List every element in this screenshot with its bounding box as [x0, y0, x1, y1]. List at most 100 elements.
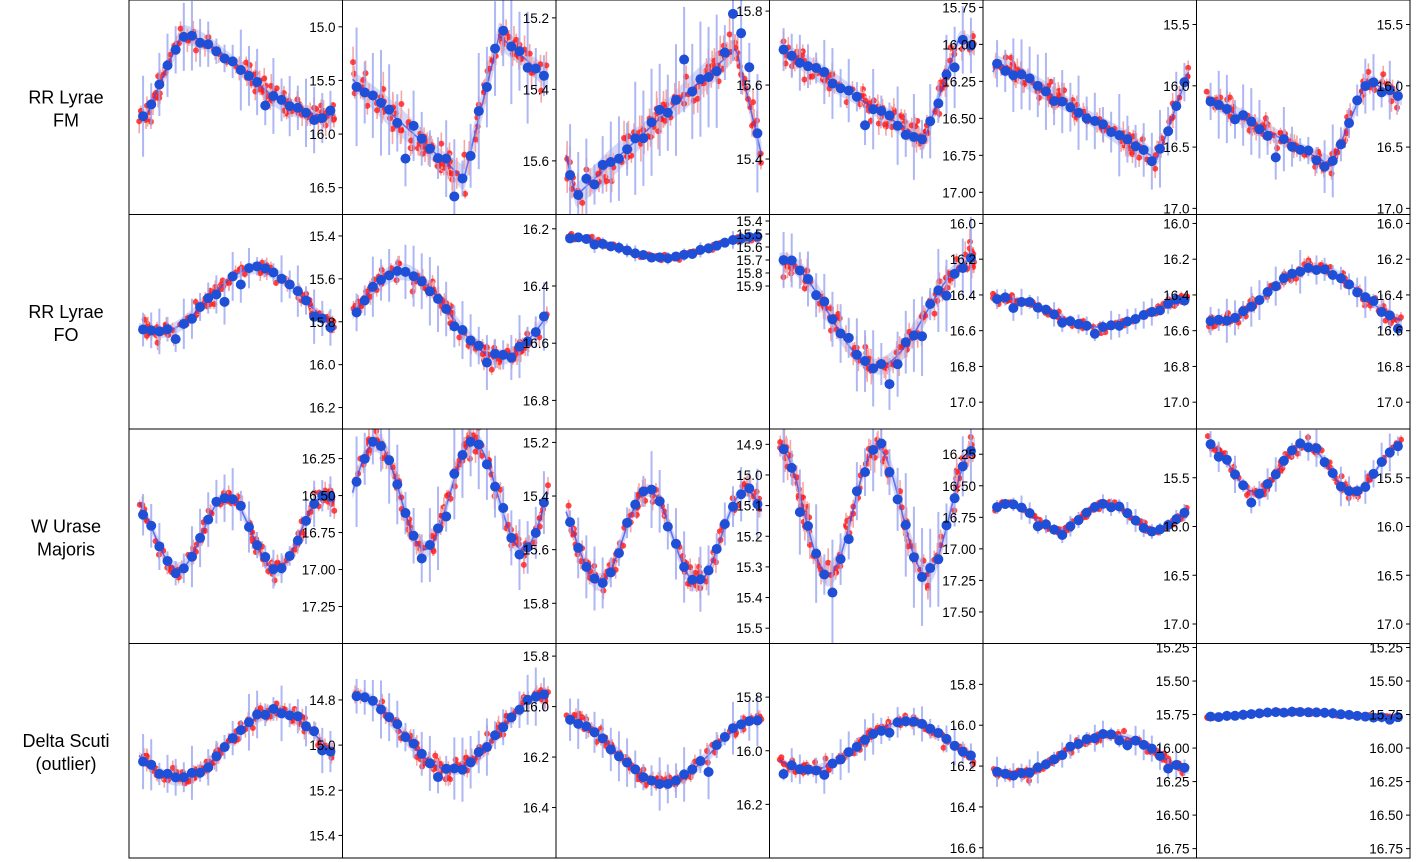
y-tick-label: 16.0 — [1163, 520, 1189, 535]
model-point — [835, 328, 846, 339]
model-point — [1097, 322, 1108, 333]
model-point — [498, 502, 509, 513]
model-point — [138, 509, 149, 520]
model-point — [900, 337, 911, 348]
model-point — [1024, 508, 1035, 519]
model-point — [794, 265, 805, 276]
observed-point — [1152, 165, 1159, 172]
model-point — [186, 313, 197, 324]
model-point — [1213, 314, 1224, 325]
observed-point — [389, 125, 396, 132]
model-point — [538, 311, 549, 322]
model-point — [687, 86, 698, 97]
model-point — [441, 304, 452, 315]
model-point — [1352, 95, 1363, 106]
model-point — [1171, 294, 1182, 305]
model-point — [408, 271, 419, 282]
y-tick-label: 16.4 — [1377, 288, 1404, 303]
y-tick-label: 16.75 — [942, 148, 976, 163]
model-point — [1065, 102, 1076, 113]
observed-point — [1129, 149, 1136, 156]
y-tick-label: 16.2 — [523, 222, 549, 237]
model-point — [424, 143, 435, 154]
model-point — [498, 349, 509, 360]
model-point — [827, 78, 838, 89]
model-point — [1335, 139, 1346, 150]
model-point — [146, 520, 157, 531]
panel-r2-c2: 16.2 16.4 16.6 16.8 — [342, 214, 557, 430]
model-point — [359, 87, 370, 98]
model-point — [317, 113, 328, 124]
panel-r1-c5: 15.5 16.0 16.5 17.0 — [982, 0, 1197, 216]
y-tick-label: 15.5 — [736, 621, 762, 636]
observed-point — [1185, 64, 1192, 71]
observed-point — [947, 44, 954, 51]
model-point — [573, 542, 584, 553]
model-point — [851, 91, 862, 102]
panel-r1-c4: 16.00 16.25 16.50 16.75 17.00 15.75 — [769, 0, 984, 215]
model-point — [876, 359, 887, 370]
model-point — [1230, 312, 1241, 323]
model-point — [662, 253, 673, 264]
model-point — [351, 81, 362, 92]
observed-point — [1047, 78, 1054, 85]
model-point — [851, 486, 862, 497]
model-point — [441, 511, 452, 522]
model-point — [1238, 110, 1249, 121]
observed-point — [757, 159, 764, 166]
model-point — [276, 94, 287, 105]
y-tick-label: 14.9 — [736, 437, 762, 452]
model-point — [1000, 292, 1011, 303]
model-point — [860, 356, 871, 367]
model-point — [384, 270, 395, 281]
model-point — [530, 527, 541, 538]
model-point — [1032, 521, 1043, 532]
model-point — [1368, 77, 1379, 88]
model-point — [1146, 307, 1157, 318]
model-point — [473, 106, 484, 117]
model-point — [992, 294, 1003, 305]
model-point — [646, 117, 657, 128]
model-point — [900, 129, 911, 140]
model-point — [376, 97, 387, 108]
model-point — [908, 131, 919, 142]
model-point — [1057, 317, 1068, 328]
model-point — [605, 241, 616, 252]
observed-point — [261, 75, 268, 82]
model-point — [457, 173, 468, 184]
model-point — [1032, 302, 1043, 313]
model-point — [670, 251, 681, 262]
panel-r1-c1: 15.0 15.5 16.0 16.5 — [128, 0, 343, 215]
model-point — [309, 115, 320, 126]
model-point — [957, 34, 968, 45]
model-point — [522, 542, 533, 553]
model-point — [178, 318, 189, 329]
observed-point — [364, 102, 371, 109]
model-point — [786, 50, 797, 61]
model-point — [384, 455, 395, 466]
model-point — [235, 65, 246, 76]
model-point — [1171, 514, 1182, 525]
model-point — [359, 295, 370, 306]
model-point — [703, 72, 714, 83]
y-tick-label: 15.7 — [736, 253, 762, 268]
model-point — [941, 290, 952, 301]
model-point — [811, 290, 822, 301]
y-tick-label: 15.5 — [1163, 471, 1189, 486]
model-point — [465, 150, 476, 161]
model-point — [1303, 262, 1314, 273]
y-tick-label: 15.8 — [736, 266, 762, 281]
y-tick-label: 16.2 — [950, 252, 976, 267]
model-point — [260, 552, 271, 563]
model-point — [703, 565, 714, 576]
y-tick-label: 16.75 — [942, 510, 976, 525]
y-tick-label: 16.5 — [1163, 568, 1189, 583]
model-point — [351, 476, 362, 487]
y-tick-label: 15.5 — [1163, 18, 1189, 33]
model-point — [752, 128, 763, 139]
observed-point — [488, 366, 495, 373]
y-tick-label: 16.8 — [950, 359, 976, 374]
model-point — [1344, 118, 1355, 129]
panel-r3-c3: 14.9 15.0 15.1 15.2 15.3 15.4 15.5 — [555, 428, 770, 644]
model-point — [711, 66, 722, 77]
